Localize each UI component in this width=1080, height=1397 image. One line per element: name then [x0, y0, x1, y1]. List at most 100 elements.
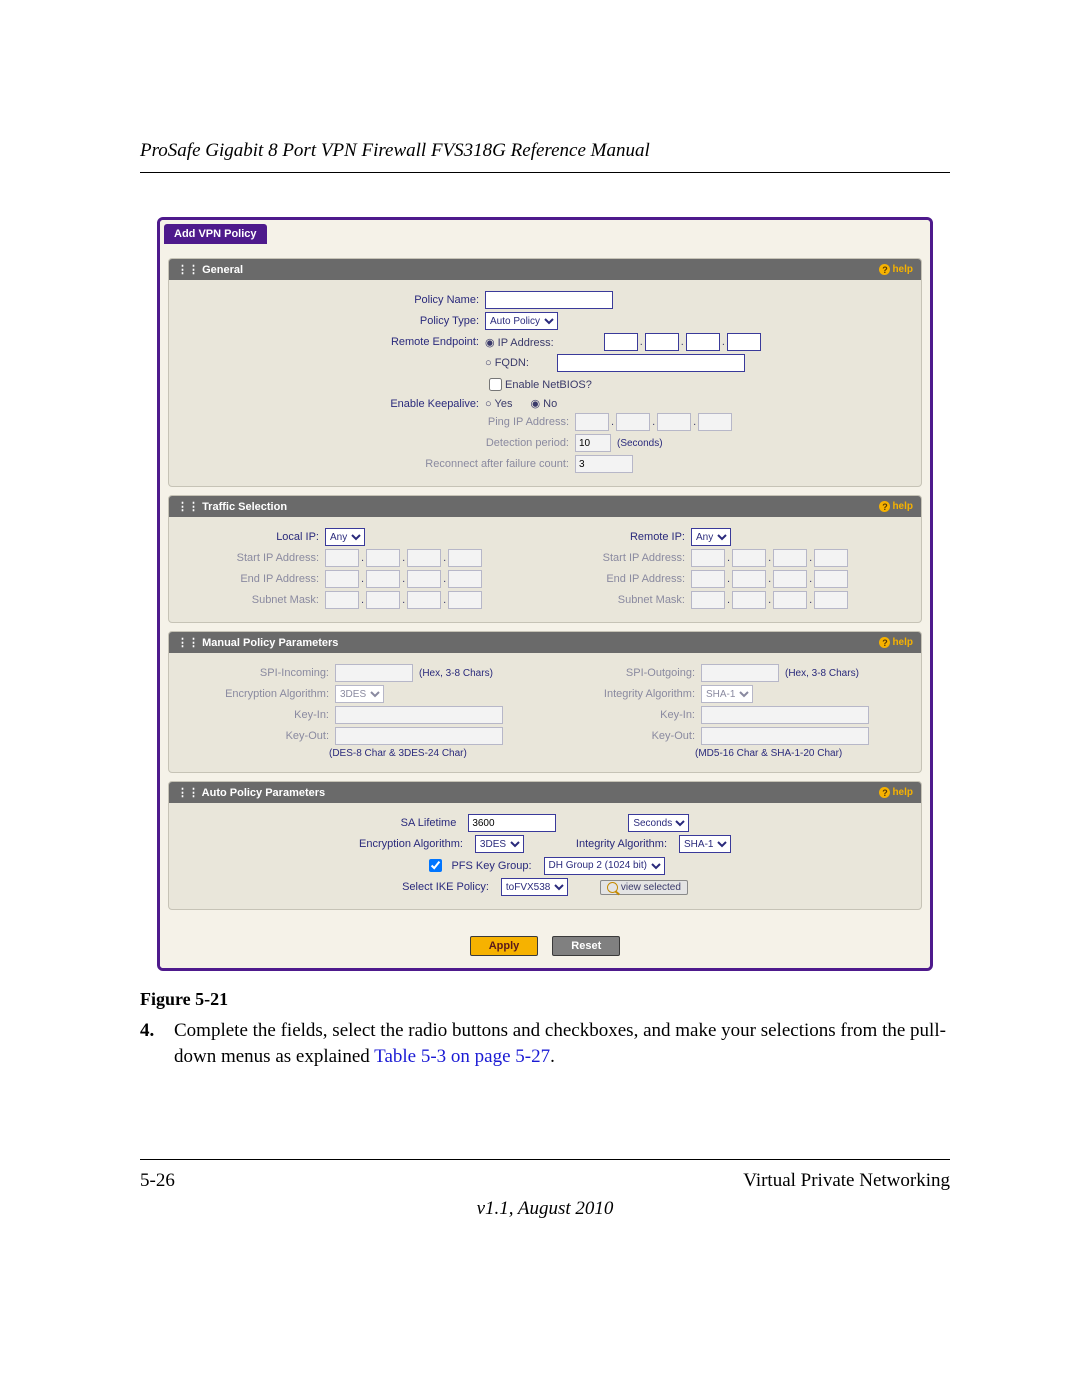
traffic-remote-col: Remote IP: Any Start IP Address: ... End… [545, 525, 911, 612]
ip-octet[interactable] [691, 591, 725, 609]
help-link[interactable]: ?help [879, 787, 913, 798]
ip-octet[interactable] [732, 549, 766, 567]
manual-left-col: SPI-Incoming: (Hex, 3-8 Chars) Encryptio… [179, 661, 545, 762]
enable-netbios-checkbox[interactable] [489, 378, 502, 391]
ip-octet[interactable] [616, 413, 650, 431]
add-vpn-policy-screenshot: Add VPN Policy ⋮⋮ General ?help Policy N… [157, 217, 933, 971]
help-icon: ? [879, 264, 890, 275]
ip-octet[interactable] [448, 549, 482, 567]
keepalive-yes-radio[interactable]: ○ Yes [485, 398, 512, 410]
ip-octet[interactable] [407, 549, 441, 567]
int-algo-select[interactable]: SHA-1 [701, 685, 753, 703]
view-selected-button[interactable]: view selected [600, 880, 688, 895]
ip-octet[interactable] [727, 333, 761, 351]
keepalive-label: Enable Keepalive: [179, 398, 485, 410]
remote-start-ip-label: Start IP Address: [545, 552, 691, 564]
ip-octet[interactable] [366, 591, 400, 609]
spi-outgoing-input[interactable] [701, 664, 779, 682]
ip-octet[interactable] [657, 413, 691, 431]
keyout-label: Key-Out: [179, 730, 335, 742]
ike-policy-select[interactable]: toFVX538 [501, 878, 568, 896]
pfs-checkbox[interactable] [429, 859, 442, 872]
section-auto-title: ⋮⋮ Auto Policy Parameters [177, 786, 325, 799]
auto-int-select[interactable]: SHA-1 [679, 835, 731, 853]
keyout-input[interactable] [701, 727, 869, 745]
local-end-ip-label: End IP Address: [179, 573, 325, 585]
section-manual-body: SPI-Incoming: (Hex, 3-8 Chars) Encryptio… [169, 653, 921, 772]
ip-octet[interactable] [773, 549, 807, 567]
help-link[interactable]: ?help [879, 501, 913, 512]
ip-octet[interactable] [691, 549, 725, 567]
keyin-input[interactable] [701, 706, 869, 724]
ip-address-radio[interactable]: ◉ IP Address: [485, 336, 554, 349]
ip-octet[interactable] [773, 591, 807, 609]
detection-period-input[interactable] [575, 434, 611, 452]
keyout-input[interactable] [335, 727, 503, 745]
help-link[interactable]: ?help [879, 264, 913, 275]
seconds-hint: (Seconds) [617, 438, 663, 449]
help-link[interactable]: ?help [879, 637, 913, 648]
spi-incoming-label: SPI-Incoming: [179, 667, 335, 679]
ip-octet[interactable] [732, 570, 766, 588]
remote-end-ip-label: End IP Address: [545, 573, 691, 585]
ip-octet[interactable] [448, 591, 482, 609]
section-traffic-header: ⋮⋮ Traffic Selection ?help [169, 496, 921, 517]
page-number: 5-26 [140, 1170, 175, 1192]
local-start-ip-label: Start IP Address: [179, 552, 325, 564]
ip-octet[interactable] [366, 570, 400, 588]
ip-octet[interactable] [686, 333, 720, 351]
ip-octet[interactable] [814, 570, 848, 588]
table-5-3-link[interactable]: Table 5-3 on page 5-27 [374, 1046, 550, 1067]
section-traffic-body: Local IP: Any Start IP Address: ... End … [169, 517, 921, 622]
ip-octet[interactable] [732, 591, 766, 609]
keyin-input[interactable] [335, 706, 503, 724]
int-algo-label: Integrity Algorithm: [545, 688, 701, 700]
running-header: ProSafe Gigabit 8 Port VPN Firewall FVS3… [140, 140, 950, 162]
sa-lifetime-unit-select[interactable]: Seconds [628, 814, 689, 832]
ip-octet[interactable] [407, 591, 441, 609]
ip-octet[interactable] [325, 591, 359, 609]
ip-octet[interactable] [325, 570, 359, 588]
ip-octet[interactable] [407, 570, 441, 588]
section-traffic: ⋮⋮ Traffic Selection ?help Local IP: Any… [168, 495, 922, 623]
ip-octet[interactable] [645, 333, 679, 351]
reset-button[interactable]: Reset [552, 936, 620, 956]
pfs-select[interactable]: DH Group 2 (1024 bit) [544, 857, 665, 875]
ip-octet[interactable] [448, 570, 482, 588]
ip-octet[interactable] [604, 333, 638, 351]
traffic-local-col: Local IP: Any Start IP Address: ... End … [179, 525, 545, 612]
policy-name-input[interactable] [485, 291, 613, 309]
section-general-title: ⋮⋮ General [177, 263, 243, 276]
des-hint: (DES-8 Char & 3DES-24 Char) [329, 748, 467, 759]
ip-octet[interactable] [814, 549, 848, 567]
ip-octet[interactable] [773, 570, 807, 588]
tab-add-vpn-policy[interactable]: Add VPN Policy [164, 224, 267, 244]
ip-octet[interactable] [575, 413, 609, 431]
sa-lifetime-input[interactable] [468, 814, 556, 832]
policy-type-select[interactable]: Auto Policy [485, 312, 558, 330]
ip-octet[interactable] [325, 549, 359, 567]
reconnect-input[interactable] [575, 455, 633, 473]
footer-version: v1.1, August 2010 [140, 1198, 950, 1220]
apply-button[interactable]: Apply [470, 936, 539, 956]
ip-octet[interactable] [814, 591, 848, 609]
enc-algo-select[interactable]: 3DES [335, 685, 384, 703]
fqdn-radio[interactable]: ○ FQDN: [485, 357, 529, 369]
keyin-label: Key-In: [179, 709, 335, 721]
keyout-label: Key-Out: [545, 730, 701, 742]
spi-incoming-input[interactable] [335, 664, 413, 682]
keepalive-no-radio[interactable]: ◉ No [530, 397, 557, 410]
ip-octet[interactable] [691, 570, 725, 588]
hex-hint: (Hex, 3-8 Chars) [785, 668, 859, 679]
fqdn-input[interactable] [557, 354, 745, 372]
remote-ip-select[interactable]: Any [691, 528, 731, 546]
button-bar: Apply Reset [160, 928, 930, 968]
local-ip-label: Local IP: [179, 531, 325, 543]
footer-row: 5-26 Virtual Private Networking [140, 1170, 950, 1192]
ip-octet[interactable] [366, 549, 400, 567]
local-ip-select[interactable]: Any [325, 528, 365, 546]
policy-type-label: Policy Type: [179, 315, 485, 327]
manual-right-col: SPI-Outgoing: (Hex, 3-8 Chars) Integrity… [545, 661, 911, 762]
auto-enc-select[interactable]: 3DES [475, 835, 524, 853]
ip-octet[interactable] [698, 413, 732, 431]
